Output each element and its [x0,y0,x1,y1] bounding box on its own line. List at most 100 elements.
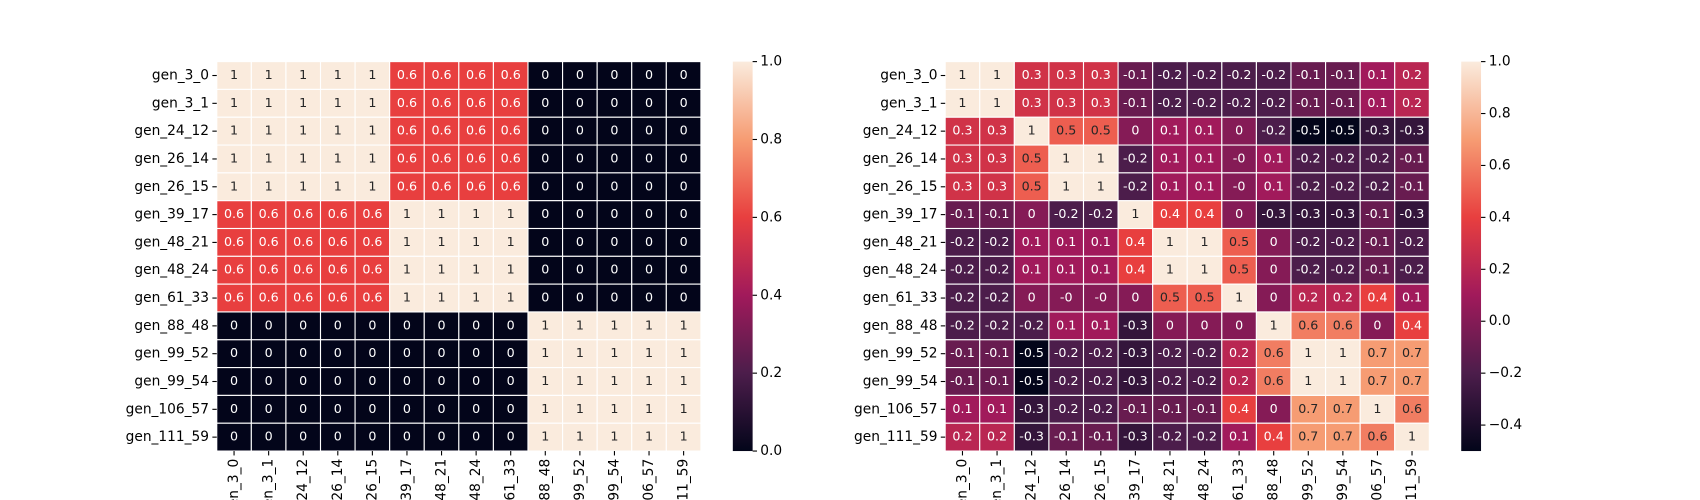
cell-label: 1 [610,345,618,360]
cell-label: 1 [438,234,446,249]
heatmap-cell [1290,283,1327,313]
cell-label: 1 [1097,178,1105,193]
cell-label: 0 [438,373,446,388]
heatmap-cell [389,61,425,90]
cell-label: 0 [1270,262,1278,277]
heatmap-cell [1013,311,1050,341]
cell-label: 0.6 [431,123,451,138]
cell-label: 0 [645,123,653,138]
cell-label: 0.7 [1402,345,1422,360]
cell-label: 0.6 [1333,317,1353,332]
heatmap-cell [665,172,702,202]
heatmap-cell [250,200,287,230]
cell-label: 0.4 [1160,206,1180,221]
cell-label: 1 [610,401,618,416]
cell-label: 0 [576,290,584,305]
x-tick-label: gen_24_12 [1024,459,1040,500]
heatmap-cell [250,339,287,369]
heatmap-cell [1325,61,1361,90]
cell-label: 1 [680,317,688,332]
cell-label: 0.1 [1056,262,1076,277]
heatmap-cell [527,283,564,313]
cell-label: 0.6 [501,123,521,138]
cell-label: 0.1 [1194,123,1214,138]
cell-label: 0 [299,317,307,332]
cell-label: -0.1 [985,345,1010,360]
cell-label: 0 [230,317,238,332]
cell-label: 1 [1304,373,1312,388]
cell-label: 0.6 [362,206,382,221]
cell-label: 1 [680,401,688,416]
cell-label: 0.3 [952,123,972,138]
x-tick-label: gen_99_54 [1335,459,1351,500]
cell-label: 0 [680,67,688,82]
heatmap-cell [458,61,494,90]
cell-label: 0.7 [1333,401,1353,416]
x-tick-label: gen_26_15 [1093,459,1109,500]
cell-label: 0.6 [293,262,313,277]
heatmap-cell [423,200,460,230]
cell-label: -0.2 [1400,234,1425,249]
cell-label: -0.2 [985,317,1010,332]
heatmap-cell [1221,367,1257,396]
cell-label: 0 [680,178,688,193]
cell-label: 0 [1235,206,1243,221]
heatmap-cell [423,144,460,174]
heatmap-cell [944,255,981,285]
cell-label: 0.3 [952,150,972,165]
cell-label: 0 [472,345,480,360]
cell-label: -0.1 [1123,401,1148,416]
heatmap-cell [631,227,667,257]
cell-label: 0.2 [1402,67,1422,82]
colorbar-tick-label: 1.0 [1489,54,1511,70]
cell-label: 1 [645,401,653,416]
cell-label: 0 [541,95,549,110]
cell-label: -0.2 [1123,178,1148,193]
cell-label: 0.6 [397,178,417,193]
cell-label: 0.6 [293,206,313,221]
cell-label: 0.6 [466,95,486,110]
cell-label: 0.2 [952,429,972,444]
cell-label: -0.2 [1192,345,1217,360]
heatmap-cell [665,61,702,90]
cell-label: 0 [403,373,411,388]
cell-label: 1 [334,123,342,138]
cell-label: 0.6 [431,178,451,193]
cell-label: 0 [576,150,584,165]
heatmap-cell [1255,144,1292,174]
cell-label: 1 [507,206,515,221]
heatmap-cell [1048,339,1085,369]
cell-label: 0.5 [1091,123,1111,138]
heatmap-cell [354,339,391,369]
cell-label: 0.5 [1022,150,1042,165]
heatmap-cell [285,200,322,230]
cell-label: 0.5 [1194,290,1214,305]
cell-label: 0.6 [1402,401,1422,416]
colorbar-tick-label: 0.8 [1489,106,1511,122]
cell-label: -0.2 [1331,234,1356,249]
x-tick-label: gen_61_33 [1231,459,1247,500]
y-tick-label: gen_3_0 [880,68,937,84]
cell-label: -0.1 [950,373,975,388]
cell-label: 0.6 [224,290,244,305]
cell-label: 0.1 [1229,429,1249,444]
cell-label: -0.2 [950,262,975,277]
cell-label: 0.7 [1402,373,1422,388]
x-tick-label: gen_111_59 [1404,459,1420,500]
cell-label: 0.6 [362,234,382,249]
cell-label: 1 [1339,345,1347,360]
cell-label: 1 [507,290,515,305]
cell-label: 0 [334,429,342,444]
y-tick-label: gen_99_52 [863,346,938,362]
cell-label: 1 [1166,262,1174,277]
heatmap-cell [354,255,391,285]
heatmap-cell [492,422,529,452]
x-tick-label: gen_3_0 [226,459,242,500]
cell-label: -0.1 [1158,401,1183,416]
heatmap-cell [216,367,252,396]
cell-label: 0 [576,95,584,110]
heatmap-cell [1186,255,1223,285]
cell-label: -0.1 [1296,67,1321,82]
y-tick-label: gen_48_21 [134,234,209,250]
cell-label: 0.5 [1056,123,1076,138]
